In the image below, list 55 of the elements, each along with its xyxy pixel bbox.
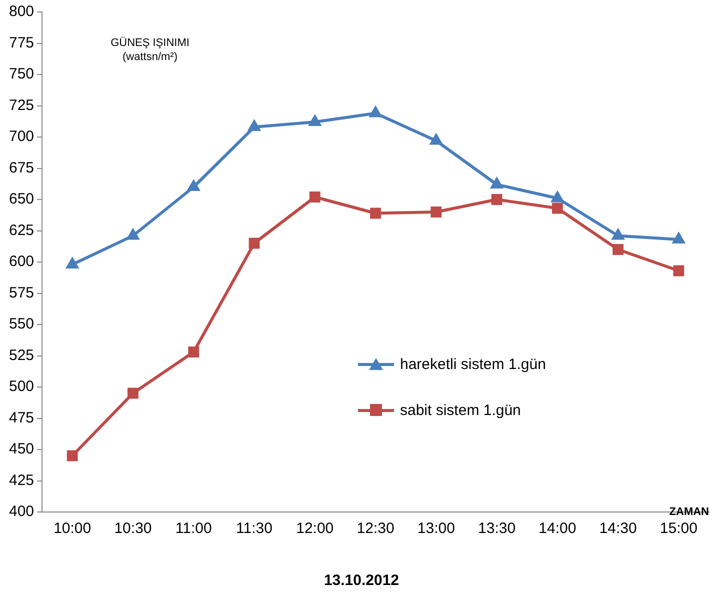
point xyxy=(552,202,563,214)
x-tick-label: 13:00 xyxy=(417,520,455,538)
y-tick-label: 450 xyxy=(8,440,34,458)
point xyxy=(66,257,79,268)
point xyxy=(187,180,200,191)
y-tick-label: 600 xyxy=(8,253,34,270)
x-tick-label: 12:30 xyxy=(356,520,394,538)
y-tick-label: 800 xyxy=(8,3,34,20)
y-tick-label: 750 xyxy=(8,66,34,83)
y-tick-label: 525 xyxy=(8,346,34,364)
x-tick-label: 10:00 xyxy=(54,520,92,538)
x-tick-label: 14:00 xyxy=(538,520,576,538)
point xyxy=(672,232,686,244)
text: 13.10.2012 xyxy=(322,572,400,589)
point xyxy=(612,244,624,255)
y-axis-title: GÜNEŞ IŞINIMI (wattsn/m²) xyxy=(110,36,190,64)
point xyxy=(368,106,382,118)
y-tick-label: 700 xyxy=(8,128,34,146)
y-tick-label: 675 xyxy=(8,159,34,176)
x-tick-label: 14:30 xyxy=(599,520,637,538)
y-tick-label: 775 xyxy=(8,34,34,52)
x-tick-label: 11:00 xyxy=(175,520,212,538)
y-tick-label: 575 xyxy=(8,284,34,302)
point xyxy=(248,238,260,249)
point xyxy=(611,228,625,240)
y-tick-label: 650 xyxy=(8,190,34,208)
point xyxy=(490,177,504,188)
x-tick-label: 11:30 xyxy=(236,520,272,538)
y-tick-label: 400 xyxy=(8,503,34,520)
point xyxy=(673,265,684,276)
x-tick-label: 13:30 xyxy=(478,520,516,538)
x-tick-label: 15:00 xyxy=(660,520,698,538)
x-axis-title: ZAMAN xyxy=(669,506,709,518)
point xyxy=(430,133,443,145)
legend-label: sabit sistem 1.gün xyxy=(400,402,521,418)
x-tick-label: 12:00 xyxy=(296,520,334,538)
y-tick-label: 475 xyxy=(8,409,34,426)
y-tick-label: 625 xyxy=(8,222,34,239)
point xyxy=(370,208,381,219)
x-tick-label: 10:30 xyxy=(114,520,152,538)
point xyxy=(126,228,140,240)
point xyxy=(248,120,261,131)
y-tick-label: 725 xyxy=(8,96,34,114)
point xyxy=(308,114,322,126)
point xyxy=(66,450,78,462)
legend-label: hareketli sistem 1.gün xyxy=(400,356,546,372)
y-tick-label: 550 xyxy=(8,316,34,333)
point xyxy=(188,346,200,358)
point xyxy=(550,190,564,202)
point xyxy=(128,388,138,399)
point xyxy=(309,192,320,202)
point xyxy=(491,194,502,205)
y-tick-label: 425 xyxy=(8,472,34,489)
point xyxy=(430,206,442,218)
y-tick-label: 500 xyxy=(8,378,34,396)
